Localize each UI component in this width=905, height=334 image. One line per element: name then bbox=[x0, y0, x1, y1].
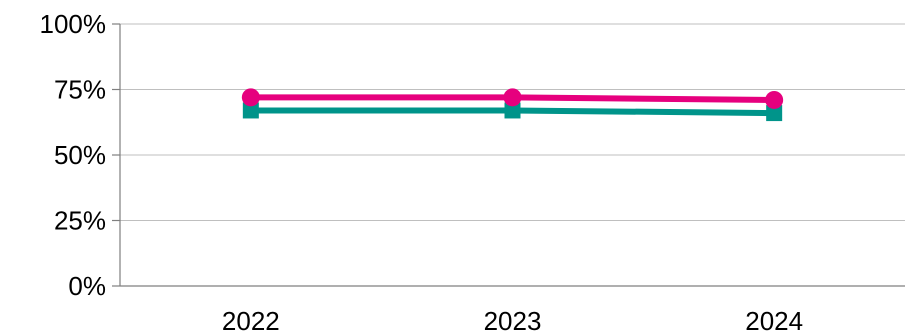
data-point-square bbox=[504, 102, 521, 119]
data-point-circle bbox=[241, 88, 260, 107]
data-point-circle bbox=[765, 90, 784, 109]
data-point-square bbox=[766, 105, 783, 122]
y-tick-label: 75% bbox=[54, 75, 106, 105]
x-tick-label: 2022 bbox=[222, 306, 280, 334]
y-tick-label: 0% bbox=[68, 271, 106, 301]
y-tick-label: 100% bbox=[40, 9, 107, 39]
grid-lines bbox=[120, 23, 905, 221]
y-tick-label: 25% bbox=[54, 206, 106, 236]
series-2 bbox=[242, 102, 783, 122]
x-tick-label: 2024 bbox=[745, 306, 803, 334]
data-point-square bbox=[242, 102, 259, 119]
axes bbox=[112, 23, 905, 287]
tick-labels: 0% 25% 50% 75% 100% 2022 2023 2024 bbox=[40, 9, 804, 334]
series-1 bbox=[241, 88, 784, 109]
data-point-circle bbox=[503, 88, 522, 107]
y-tick-label: 50% bbox=[54, 140, 106, 170]
x-tick-label: 2023 bbox=[484, 306, 542, 334]
series-group bbox=[241, 88, 784, 122]
